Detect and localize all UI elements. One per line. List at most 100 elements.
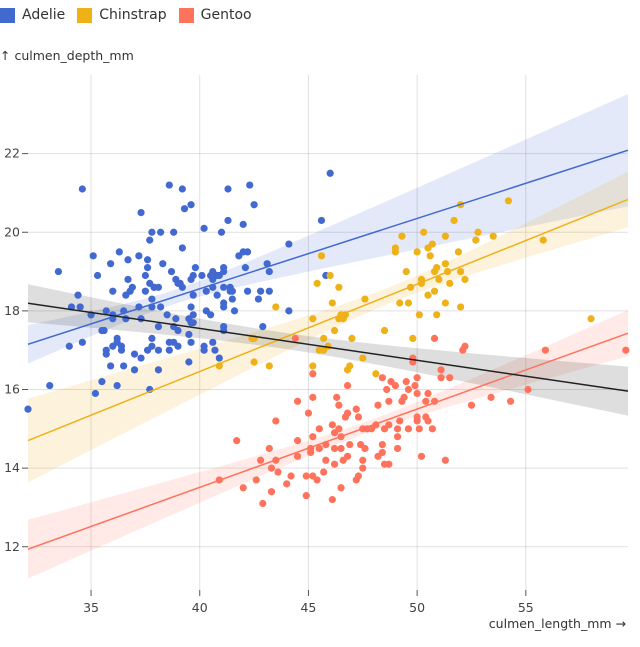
gentoo-point (315, 425, 323, 433)
gentoo-point (302, 472, 310, 480)
adelie-point (246, 181, 254, 189)
adelie-point (93, 271, 102, 280)
gentoo-point (430, 334, 439, 342)
adelie-point (220, 326, 228, 335)
adelie-point (220, 283, 228, 291)
adelie-point (165, 181, 173, 189)
chinstrap-point (454, 248, 463, 256)
chinstrap-point (430, 267, 439, 276)
chinstrap-point (309, 315, 317, 323)
gentoo-point (309, 370, 317, 378)
gentoo-point (291, 334, 299, 342)
adelie-point (259, 323, 267, 331)
adelie-point (200, 224, 208, 232)
adelie-point (189, 311, 197, 319)
adelie-point (98, 378, 106, 386)
legend-swatch-gentoo (178, 7, 194, 23)
gentoo-point (424, 417, 432, 425)
chinstrap-point (398, 232, 406, 240)
adelie-point (172, 315, 180, 323)
x-tick-label: 45 (300, 600, 316, 615)
axes: 35 40 45 50 55 12 14 16 18 20 22 (4, 146, 534, 615)
adelie-point (78, 338, 86, 346)
chinstrap-point (424, 291, 432, 299)
gentoo-point (385, 460, 393, 468)
adelie-point (154, 346, 163, 354)
adelie-point (243, 287, 252, 295)
gentoo-point (422, 397, 430, 405)
chinstrap-point (313, 279, 321, 287)
adelie-point (191, 264, 199, 272)
gentoo-point (467, 401, 476, 409)
gentoo-point (374, 401, 382, 409)
adelie-point (102, 307, 110, 315)
adelie-point (326, 169, 334, 177)
adelie-point (78, 185, 86, 193)
gentoo-point (413, 417, 421, 425)
adelie-point (157, 303, 165, 311)
gentoo-point (337, 484, 345, 492)
adelie-point (228, 287, 236, 295)
adelie-point (285, 240, 293, 248)
gentoo-point (267, 464, 276, 472)
chinstrap-point (404, 299, 413, 307)
gentoo-point (413, 389, 421, 398)
gentoo-point (257, 456, 265, 464)
adelie-point (102, 346, 110, 354)
gentoo-point (437, 374, 445, 382)
gentoo-point (524, 385, 532, 394)
chinstrap-point (428, 240, 436, 248)
chinstrap-point (413, 248, 421, 256)
chinstrap-point (435, 275, 443, 284)
adelie-point (257, 287, 265, 295)
legend-swatch-adelie (0, 7, 15, 23)
gentoo-point (343, 452, 352, 460)
x-tick-label: 50 (409, 600, 425, 615)
chinstrap-point (372, 370, 380, 378)
adelie-point (167, 267, 176, 276)
adelie-point (189, 291, 197, 299)
legend-item-chinstrap: Chinstrap (77, 7, 167, 23)
chinstrap-point (402, 267, 410, 276)
adelie-point (122, 315, 130, 323)
chinstrap-point (457, 303, 465, 311)
gentoo-point (415, 425, 423, 433)
gentoo-point (337, 444, 345, 453)
chinstrap-point (426, 252, 434, 260)
adelie-point (200, 342, 208, 350)
adelie-point (285, 307, 293, 315)
legend-label: Gentoo (200, 7, 252, 23)
gentoo-point (378, 374, 386, 382)
adelie-point (100, 326, 108, 335)
adelie-point (154, 366, 163, 374)
adelie-point (135, 252, 143, 260)
gentoo-point (461, 342, 469, 350)
gentoo-point (374, 452, 382, 460)
chinstrap-confidence-band (28, 171, 628, 483)
gentoo-point (307, 448, 315, 457)
adelie-point (230, 307, 239, 315)
gentoo-point (507, 397, 515, 405)
gentoo-point (330, 460, 339, 468)
adelie-point (215, 354, 223, 362)
adelie-point (54, 267, 63, 276)
adelie-point (165, 346, 173, 354)
gentoo-point (309, 393, 317, 401)
legend-item-gentoo: Gentoo (178, 7, 252, 23)
adelie-point (178, 244, 186, 252)
data-points (24, 169, 630, 508)
chinstrap-point (450, 216, 458, 225)
legend-item-adelie: Adelie (0, 7, 65, 23)
chinstrap-point (457, 267, 465, 276)
overall-regression-line (28, 302, 628, 392)
y-tick-label: 18 (4, 303, 20, 318)
gentoo-point (333, 393, 341, 401)
gentoo-point (233, 437, 241, 445)
adelie-point (65, 342, 73, 350)
chinstrap-point (330, 326, 339, 335)
adelie-point (91, 389, 99, 398)
chinstrap-point (391, 244, 399, 252)
gentoo-point (417, 452, 426, 460)
adelie-point (46, 381, 54, 390)
gentoo-point (309, 433, 317, 441)
